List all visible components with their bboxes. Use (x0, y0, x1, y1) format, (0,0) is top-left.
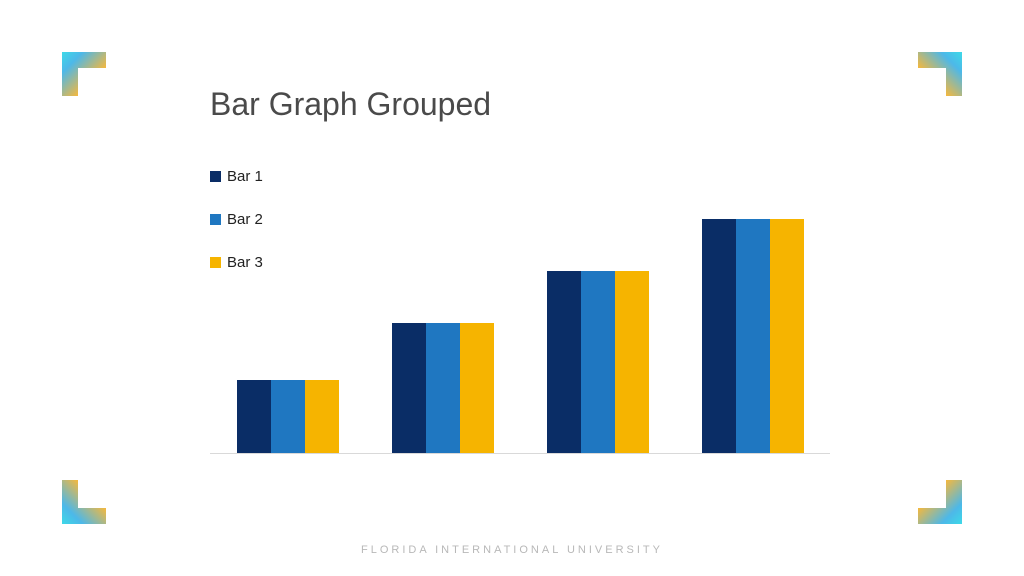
bar (736, 219, 770, 453)
bar (547, 271, 581, 453)
bar (392, 323, 426, 453)
bar (426, 323, 460, 453)
legend-label: Bar 1 (227, 168, 263, 185)
footer-text: FLORIDA INTERNATIONAL UNIVERSITY (0, 544, 1024, 556)
bar (305, 380, 339, 453)
bar-group (702, 219, 804, 453)
bar-group (547, 271, 649, 453)
bar-chart (210, 194, 830, 454)
bar (271, 380, 305, 453)
corner-decoration-top-right (918, 52, 962, 96)
bar (615, 271, 649, 453)
corner-decoration-bottom-right (918, 480, 962, 524)
bar (702, 219, 736, 453)
bar-group (237, 380, 339, 453)
legend-swatch-icon (210, 171, 221, 182)
legend-item: Bar 1 (210, 168, 263, 185)
bar (460, 323, 494, 453)
bar (770, 219, 804, 453)
slide-title: Bar Graph Grouped (210, 86, 491, 123)
corner-decoration-top-left (62, 52, 106, 96)
corner-decoration-bottom-left (62, 480, 106, 524)
bar (237, 380, 271, 453)
bar (581, 271, 615, 453)
bar-group (392, 323, 494, 453)
chart-groups-container (210, 194, 830, 453)
